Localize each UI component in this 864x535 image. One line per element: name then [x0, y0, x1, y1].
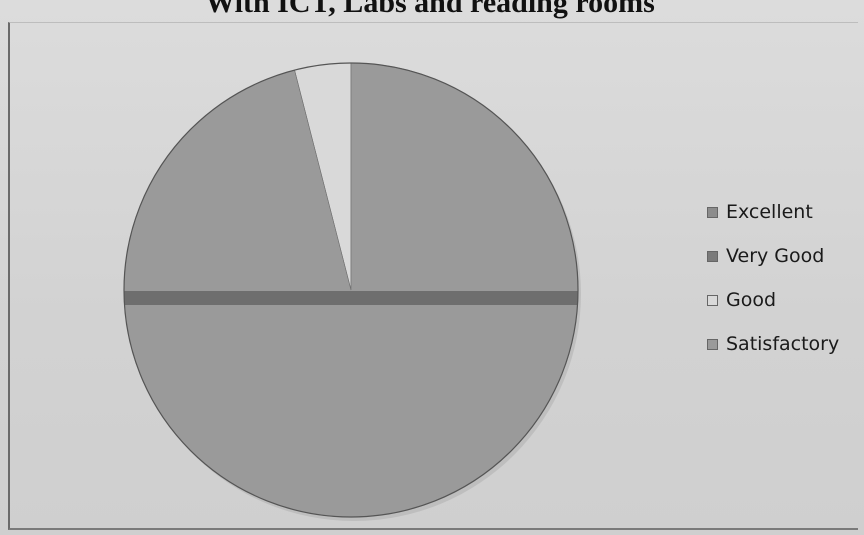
pie-scan-band: [124, 291, 578, 305]
legend-swatch-excellent: [707, 206, 718, 218]
pie-slice-satisfactory: [123, 62, 579, 518]
pie-outline: [123, 62, 579, 518]
legend-label-excellent: Excellent: [726, 201, 813, 223]
legend: Excellent Very Good Good Satisfactory: [707, 190, 839, 366]
pie-slices: [123, 62, 579, 518]
legend-swatch-satisfactory: [707, 338, 718, 350]
legend-swatch-good: [707, 294, 718, 306]
legend-swatch-very-good: [707, 250, 718, 262]
chart-title: With ICT, Labs and reading rooms: [205, 0, 655, 19]
chart-frame: [8, 22, 858, 530]
legend-item-very-good: Very Good: [707, 234, 839, 278]
legend-label-satisfactory: Satisfactory: [726, 333, 840, 355]
legend-item-excellent: Excellent: [707, 190, 839, 234]
legend-item-good: Good: [707, 278, 839, 322]
legend-label-good: Good: [726, 289, 777, 311]
legend-item-satisfactory: Satisfactory: [707, 322, 839, 366]
legend-label-very-good: Very Good: [726, 245, 825, 267]
